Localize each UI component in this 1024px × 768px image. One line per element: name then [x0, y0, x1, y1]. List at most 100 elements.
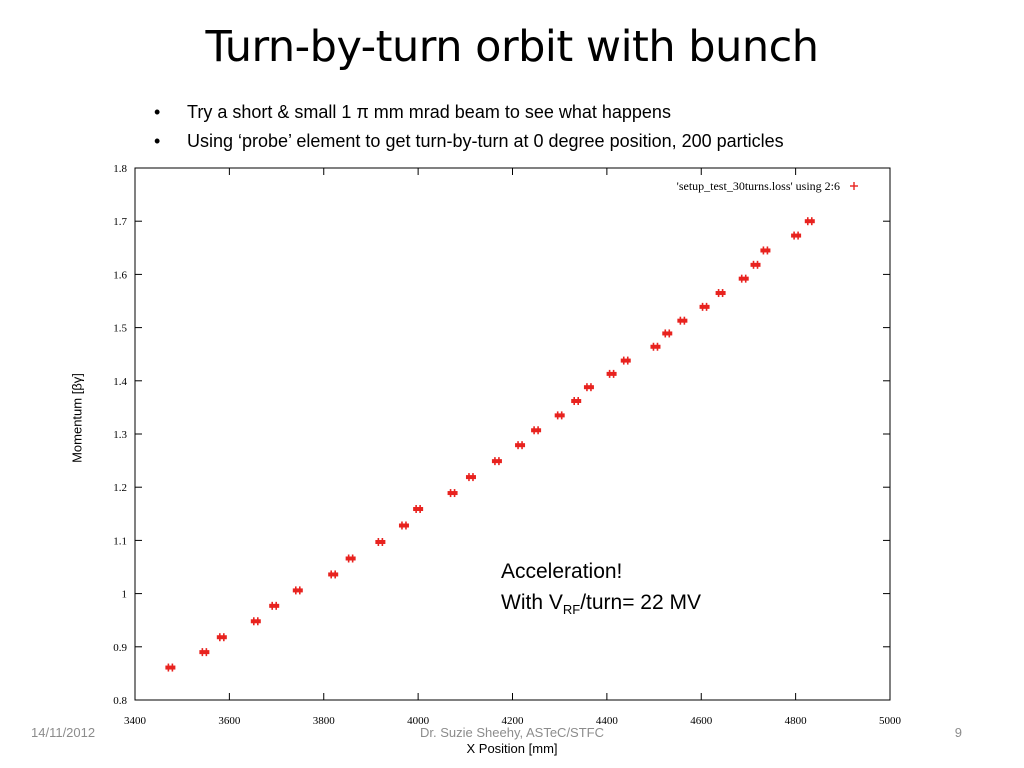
marker-bar	[738, 276, 749, 281]
data-point	[199, 648, 210, 657]
data-point	[750, 260, 761, 269]
data-point	[662, 329, 673, 338]
x-tick-label: 3600	[218, 715, 241, 727]
data-point	[398, 521, 409, 530]
y-tick-label: 1.7	[113, 216, 127, 228]
data-point	[620, 356, 631, 365]
data-point	[571, 397, 582, 406]
marker-bar	[554, 413, 565, 418]
data-point	[250, 617, 261, 626]
marker-bar	[531, 428, 542, 433]
marker-bar	[165, 665, 176, 670]
data-point	[413, 505, 424, 514]
y-tick-label: 1.6	[113, 269, 127, 281]
marker-bar	[571, 399, 582, 404]
marker-bar	[583, 385, 594, 390]
data-point	[269, 601, 280, 610]
y-tick-label: 1.5	[113, 323, 127, 335]
marker-bar	[699, 304, 710, 309]
marker-bar	[791, 233, 802, 238]
marker-bar	[375, 539, 386, 544]
marker-bar	[662, 331, 673, 336]
data-point	[554, 411, 565, 420]
data-point	[216, 633, 227, 642]
y-tick-label: 1.1	[113, 535, 127, 547]
axis-tick-labels: 3400 3600 3800 4000 4200 4400 4600 4800 5000 0.8 0…	[113, 163, 901, 727]
data-points	[165, 217, 815, 672]
annotation-line-2: With VRF/turn= 22 MV	[501, 587, 701, 625]
footer-page-number: 9	[954, 725, 962, 740]
marker-bar	[760, 248, 771, 253]
marker-bar	[413, 507, 424, 512]
data-point	[760, 246, 771, 255]
x-tick-label: 5000	[879, 715, 902, 727]
data-point	[491, 457, 502, 466]
data-point	[715, 289, 726, 298]
data-point	[345, 554, 356, 563]
marker-bar	[345, 556, 356, 561]
bullet-list: Try a short & small 1 π mm mrad beam to …	[154, 98, 784, 156]
data-point	[292, 586, 303, 595]
slide-title: Turn-by-turn orbit with bunch	[205, 22, 820, 72]
y-axis-label: Momentum [βγ]	[69, 373, 85, 463]
marker-bar	[677, 318, 688, 323]
data-point	[804, 217, 815, 226]
y-tick-label: 1.4	[113, 376, 127, 388]
y-tick-label: 1.2	[113, 482, 127, 494]
marker-bar	[750, 262, 761, 267]
axis-ticks	[134, 167, 891, 701]
data-point	[606, 369, 617, 378]
x-tick-label: 4400	[596, 715, 619, 727]
data-point	[465, 473, 476, 482]
acceleration-annotation: Acceleration! With VRF/turn= 22 MV	[501, 556, 701, 625]
marker-bar	[216, 635, 227, 640]
x-tick-label: 3800	[313, 715, 336, 727]
footer-date: 14/11/2012	[31, 725, 96, 740]
marker-bar	[269, 603, 280, 608]
x-tick-label: 4000	[407, 715, 430, 727]
x-tick-label: 4200	[502, 715, 525, 727]
data-point	[447, 489, 458, 498]
data-point	[531, 426, 542, 435]
bullet-item: Try a short & small 1 π mm mrad beam to …	[154, 98, 784, 127]
marker-bar	[199, 650, 210, 655]
marker-bar	[606, 371, 617, 376]
y-tick-label: 1.3	[113, 429, 127, 441]
annotation-line-1: Acceleration!	[501, 560, 623, 583]
marker-bar	[715, 291, 726, 296]
marker-bar	[515, 443, 526, 448]
marker-bar	[328, 572, 339, 577]
data-point	[699, 302, 710, 311]
legend-label: 'setup_test_30turns.loss' using 2:6	[677, 179, 840, 193]
annotation-suffix: /turn= 22 MV	[580, 591, 701, 614]
marker-bar	[447, 491, 458, 496]
data-point	[165, 663, 176, 672]
bullet-item: Using ‘probe’ element to get turn-by-tur…	[154, 127, 784, 156]
data-point	[375, 537, 386, 546]
legend-marker-symbol	[850, 182, 858, 190]
data-point	[791, 231, 802, 240]
data-point	[583, 383, 594, 392]
y-tick-label: 1.8	[113, 163, 127, 175]
marker-bar	[650, 344, 661, 349]
data-point	[650, 342, 661, 351]
marker-bar	[398, 523, 409, 528]
y-tick-label: 0.9	[113, 642, 127, 654]
data-point	[328, 570, 339, 579]
y-tick-label: 1	[122, 589, 128, 601]
y-tick-label: 0.8	[113, 695, 127, 707]
annotation-subscript: RF	[562, 602, 581, 617]
data-point	[515, 441, 526, 450]
x-tick-label: 4600	[690, 715, 713, 727]
marker-bar	[250, 619, 261, 624]
marker-bar	[620, 358, 631, 363]
x-tick-label: 4800	[785, 715, 808, 727]
marker-bar	[465, 475, 476, 480]
x-tick-label: 3400	[124, 715, 147, 727]
marker-bar	[491, 459, 502, 464]
annotation-prefix: With V	[501, 591, 563, 614]
marker-bar	[804, 219, 815, 224]
legend: 'setup_test_30turns.loss' using 2:6	[677, 179, 858, 193]
footer-author: Dr. Suzie Sheehy, ASTeC/STFC	[420, 725, 604, 740]
